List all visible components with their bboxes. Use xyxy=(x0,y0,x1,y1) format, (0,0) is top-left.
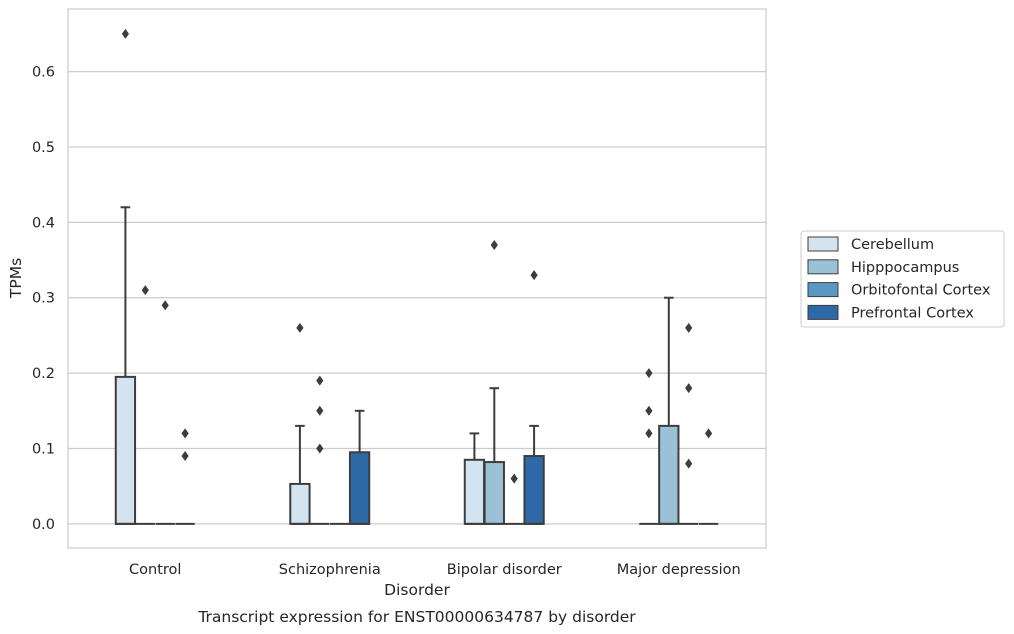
outlier-point xyxy=(181,428,189,439)
legend-label: Hipppocampus xyxy=(851,260,959,276)
outlier-point xyxy=(645,428,653,439)
box-2-3 xyxy=(523,270,545,525)
box-body xyxy=(523,455,545,525)
outlier-point xyxy=(645,368,653,379)
box-body xyxy=(348,451,371,525)
outlier-point xyxy=(141,285,149,296)
x-tick-label: Control xyxy=(129,562,181,578)
legend-swatch xyxy=(807,304,839,320)
boxes-layer xyxy=(114,28,719,525)
box-1-0 xyxy=(289,322,311,525)
box-3-0 xyxy=(639,368,659,525)
box-3-1 xyxy=(658,296,680,525)
box-body xyxy=(289,482,311,525)
box-body xyxy=(114,375,137,525)
outlier-point xyxy=(685,383,693,394)
y-tick-labels: 0.0 0.1 0.2 0.3 0.4 0.5 0.6 xyxy=(32,65,55,533)
x-tick-label: Major depression xyxy=(617,562,741,578)
outlier-point xyxy=(490,239,498,250)
box-body xyxy=(463,458,486,525)
plot-frame xyxy=(67,8,767,549)
legend-label: Prefrontal Cortex xyxy=(851,305,974,321)
outlier-point xyxy=(685,458,693,469)
box-2-1 xyxy=(483,239,505,525)
legend-swatch xyxy=(807,259,839,275)
legend-swatch xyxy=(807,282,839,298)
box-2-2 xyxy=(504,473,524,525)
outlier-point xyxy=(121,28,130,39)
box-1-3 xyxy=(348,409,371,525)
outlier-point xyxy=(316,443,324,454)
box-1-1 xyxy=(310,375,330,525)
x-tick-label: Schizophrenia xyxy=(279,562,381,578)
x-tick-label: Bipolar disorder xyxy=(447,562,562,578)
y-tick-label: 0.2 xyxy=(32,366,55,382)
y-tick-label: 0.3 xyxy=(32,291,55,307)
legend-label: Cerebellum xyxy=(851,237,934,253)
box-3-2 xyxy=(679,322,699,525)
y-tick-label: 0.1 xyxy=(32,441,55,457)
legend-frame xyxy=(800,230,1005,328)
outlier-point xyxy=(530,270,538,281)
x-tick-labels: Control Schizophrenia Bipolar disorder Majo… xyxy=(129,562,741,578)
box-0-2 xyxy=(155,300,175,525)
outlier-point xyxy=(316,405,324,416)
box-body xyxy=(658,424,680,525)
outlier-point xyxy=(645,405,653,416)
chart-caption: Transcript expression for ENST0000063478… xyxy=(197,608,636,626)
y-tick-label: 0.4 xyxy=(32,215,55,231)
box-body xyxy=(483,461,505,525)
x-axis-label: Disorder xyxy=(384,581,450,599)
outlier-point xyxy=(685,322,693,333)
y-tick-label: 0.0 xyxy=(32,517,55,533)
y-tick-label: 0.5 xyxy=(32,140,55,156)
box-0-1 xyxy=(135,285,155,525)
legend-swatch xyxy=(807,236,839,252)
y-tick-label: 0.6 xyxy=(32,65,55,81)
outlier-point xyxy=(161,300,169,311)
y-axis-label: TPMs xyxy=(7,258,25,299)
box-0-0 xyxy=(114,28,137,525)
outlier-point xyxy=(316,375,324,386)
outlier-point xyxy=(704,428,713,439)
legend: Cerebellum Hipppocampus Orbitofontal Corte… xyxy=(800,230,1005,328)
legend-label: Orbitofontal Cortex xyxy=(851,283,991,299)
box-3-3 xyxy=(698,428,719,525)
box-0-3 xyxy=(175,428,195,525)
outlier-point xyxy=(296,322,304,333)
box-2-0 xyxy=(463,432,486,525)
outlier-point xyxy=(510,473,518,484)
outlier-point xyxy=(181,451,189,462)
